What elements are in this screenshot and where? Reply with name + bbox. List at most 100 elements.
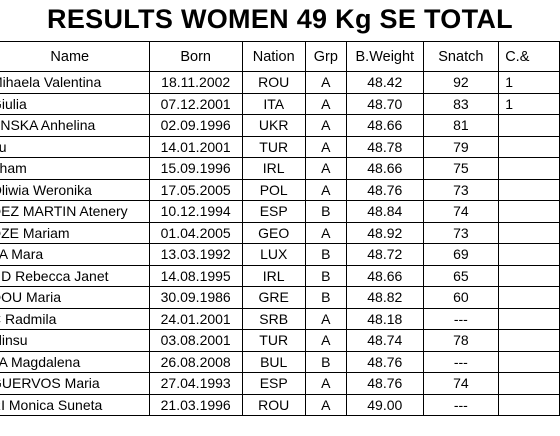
cell-grp: A bbox=[304, 307, 348, 330]
cell-clean-jerk bbox=[498, 135, 560, 158]
cell-clean-jerk bbox=[498, 114, 560, 137]
cell-clean-jerk bbox=[498, 393, 560, 416]
cell-name: DZE Mariam bbox=[0, 221, 150, 244]
cell-born: 17.05.2005 bbox=[148, 178, 243, 201]
cell-name: Tham bbox=[0, 157, 150, 180]
cell-nation: SRB bbox=[241, 307, 306, 330]
cell-bodyweight: 48.66 bbox=[346, 264, 424, 287]
header-grp: Grp bbox=[304, 41, 348, 72]
cell-snatch: 75 bbox=[422, 157, 500, 180]
cell-grp: A bbox=[304, 393, 348, 416]
cell-bodyweight: 48.76 bbox=[346, 178, 424, 201]
cell-grp: B bbox=[304, 200, 348, 223]
cell-name: C Radmila bbox=[0, 307, 150, 330]
cell-clean-jerk bbox=[498, 350, 560, 373]
cell-name: YNSKA Anhelina bbox=[0, 114, 150, 137]
cell-snatch: 73 bbox=[422, 178, 500, 201]
cell-name: RI Monica Suneta bbox=[0, 393, 150, 416]
table-row: RI Monica Suneta 21.03.1996 ROU A 49.00 --- bbox=[0, 393, 560, 416]
cell-bodyweight: 48.78 bbox=[346, 135, 424, 158]
cell-bodyweight: 49.00 bbox=[346, 393, 424, 416]
cell-clean-jerk bbox=[498, 307, 560, 330]
results-sheet: Name Born Nation Grp B.Weight Snatch C.&… bbox=[0, 41, 560, 416]
cell-name: Oliwia Weronika bbox=[0, 178, 150, 201]
cell-bodyweight: 48.70 bbox=[346, 92, 424, 115]
cell-clean-jerk bbox=[498, 264, 560, 287]
cell-name: elinsu bbox=[0, 329, 150, 352]
cell-grp: B bbox=[304, 243, 348, 266]
table-row: YNSKA Anhelina 02.09.1996 UKR A 48.66 81 bbox=[0, 114, 560, 137]
cell-clean-jerk bbox=[498, 157, 560, 180]
header-bodyweight: B.Weight bbox=[346, 41, 424, 72]
cell-snatch: --- bbox=[422, 393, 500, 416]
results-title: RESULTS WOMEN 49 Kg SE TOTAL bbox=[47, 4, 513, 34]
cell-born: 27.04.1993 bbox=[148, 372, 243, 395]
header-nation: Nation bbox=[241, 41, 306, 72]
cell-clean-jerk bbox=[498, 178, 560, 201]
table-header-row: Name Born Nation Grp B.Weight Snatch C.& bbox=[0, 41, 560, 72]
cell-grp: A bbox=[304, 114, 348, 137]
cell-clean-jerk bbox=[498, 221, 560, 244]
cell-snatch: --- bbox=[422, 350, 500, 373]
cell-clean-jerk: 1 bbox=[498, 71, 560, 94]
cell-born: 01.04.2005 bbox=[148, 221, 243, 244]
cell-name: DOU Maria bbox=[0, 286, 150, 309]
cell-snatch: 60 bbox=[422, 286, 500, 309]
cell-name: Mihaela Valentina bbox=[0, 71, 150, 94]
cell-nation: IRL bbox=[241, 157, 306, 180]
table-row: ND Rebecca Janet 14.08.1995 IRL B 48.66 65 bbox=[0, 264, 560, 287]
cell-grp: B bbox=[304, 286, 348, 309]
header-born: Born bbox=[148, 41, 243, 72]
cell-bodyweight: 48.76 bbox=[346, 372, 424, 395]
table-row: DEZ MARTIN Atenery 10.12.1994 ESP B 48.84 74 bbox=[0, 200, 560, 223]
cell-grp: A bbox=[304, 135, 348, 158]
cell-nation: TUR bbox=[241, 329, 306, 352]
cell-bodyweight: 48.74 bbox=[346, 329, 424, 352]
table-row: Mihaela Valentina 18.11.2002 ROU A 48.42 92 1 bbox=[0, 71, 560, 94]
cell-nation: BUL bbox=[241, 350, 306, 373]
cell-bodyweight: 48.82 bbox=[346, 286, 424, 309]
cell-nation: POL bbox=[241, 178, 306, 201]
cell-name: GUERVOS Maria bbox=[0, 372, 150, 395]
cell-born: 07.12.2001 bbox=[148, 92, 243, 115]
results-table: Name Born Nation Grp B.Weight Snatch C.&… bbox=[0, 41, 560, 416]
cell-grp: A bbox=[304, 157, 348, 180]
cell-snatch: 92 bbox=[422, 71, 500, 94]
cell-born: 18.11.2002 bbox=[148, 71, 243, 94]
cell-nation: LUX bbox=[241, 243, 306, 266]
cell-bodyweight: 48.66 bbox=[346, 114, 424, 137]
cell-grp: A bbox=[304, 92, 348, 115]
cell-clean-jerk bbox=[498, 329, 560, 352]
cell-nation: UKR bbox=[241, 114, 306, 137]
cell-born: 10.12.1994 bbox=[148, 200, 243, 223]
cell-grp: A bbox=[304, 329, 348, 352]
cell-snatch: 78 bbox=[422, 329, 500, 352]
cell-born: 24.01.2001 bbox=[148, 307, 243, 330]
cell-bodyweight: 48.72 bbox=[346, 243, 424, 266]
cell-name: ND Rebecca Janet bbox=[0, 264, 150, 287]
cell-snatch: 73 bbox=[422, 221, 500, 244]
cell-name: DEZ MARTIN Atenery bbox=[0, 200, 150, 223]
cell-clean-jerk: 1 bbox=[498, 92, 560, 115]
cell-born: 03.08.2001 bbox=[148, 329, 243, 352]
cell-clean-jerk bbox=[498, 200, 560, 223]
cell-nation: ROU bbox=[241, 393, 306, 416]
cell-nation: IRL bbox=[241, 264, 306, 287]
cell-bodyweight: 48.92 bbox=[346, 221, 424, 244]
cell-born: 14.01.2001 bbox=[148, 135, 243, 158]
cell-nation: ESP bbox=[241, 200, 306, 223]
cell-clean-jerk bbox=[498, 243, 560, 266]
cell-snatch: --- bbox=[422, 307, 500, 330]
cell-born: 15.09.1996 bbox=[148, 157, 243, 180]
cell-born: 30.09.1986 bbox=[148, 286, 243, 309]
table-row: GUERVOS Maria 27.04.1993 ESP A 48.76 74 bbox=[0, 372, 560, 395]
cell-snatch: 79 bbox=[422, 135, 500, 158]
header-clean-jerk: C.& bbox=[498, 41, 560, 72]
